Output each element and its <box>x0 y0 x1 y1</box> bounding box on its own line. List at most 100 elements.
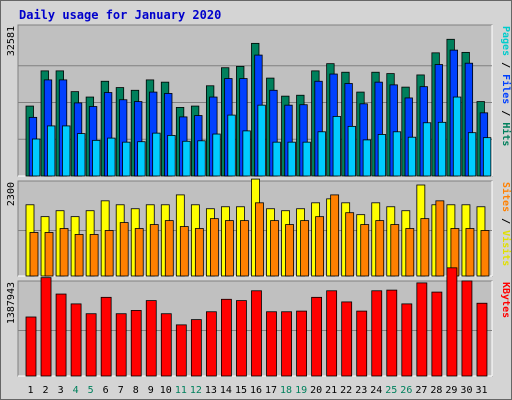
x-tick-label: 12 <box>190 385 202 396</box>
ylabel-part: / <box>500 56 511 74</box>
bar-pages-day-13 <box>212 133 221 177</box>
bar-sites-day-12 <box>194 228 204 277</box>
ylabel-hits-files-pages: Pages / Files / Hits <box>500 26 512 146</box>
x-tick-label: 15 <box>235 385 247 396</box>
x-tick-label: 1 <box>28 385 34 396</box>
ylabel-kbytes: KBytes <box>500 282 511 318</box>
bar-kbytes-day-20 <box>311 296 323 377</box>
x-tick-label: 9 <box>148 385 154 396</box>
bar-sites-day-23 <box>360 224 370 277</box>
bar-pages-day-30 <box>467 132 477 177</box>
ylabel-part: Sites <box>500 182 512 212</box>
x-tick-label: 8 <box>133 385 139 396</box>
bar-pages-day-31 <box>482 137 492 177</box>
bar-kbytes-day-24 <box>371 290 383 377</box>
x-tick-label: 10 <box>160 385 172 396</box>
bar-sites-day-22 <box>345 212 355 277</box>
bar-pages-day-17 <box>272 141 281 177</box>
bar-kbytes-day-9 <box>145 300 157 377</box>
x-tick-label: 14 <box>220 385 232 396</box>
bar-sites-day-25 <box>390 224 400 277</box>
bar-pages-day-18 <box>287 141 296 177</box>
x-tick-label: 18 <box>280 385 292 396</box>
bar-sites-day-5 <box>89 234 99 277</box>
bar-sites-day-14 <box>225 220 234 277</box>
x-tick-label: 3 <box>58 385 64 396</box>
bar-kbytes-day-19 <box>296 310 307 377</box>
bar-sites-day-16 <box>255 202 264 277</box>
bar-sites-day-13 <box>209 218 219 277</box>
bar-pages-day-22 <box>347 125 356 177</box>
ylabel-part: KBytes <box>500 282 511 318</box>
bar-kbytes-day-12 <box>190 319 202 377</box>
x-tick-label: 11 <box>175 385 187 396</box>
bar-kbytes-day-30 <box>461 280 473 377</box>
bar-sites-day-11 <box>179 226 189 277</box>
x-tick-label: 30 <box>460 385 472 396</box>
bar-kbytes-day-18 <box>281 311 292 377</box>
bar-sites-day-20 <box>315 216 325 277</box>
bar-sites-day-31 <box>480 230 490 277</box>
bar-sites-day-1 <box>29 232 39 277</box>
bar-kbytes-day-16 <box>251 290 262 377</box>
bar-kbytes-day-26 <box>401 303 413 377</box>
x-tick-label: 25 <box>385 385 397 396</box>
x-tick-label: 4 <box>73 385 79 396</box>
x-tick-label: 21 <box>325 385 337 396</box>
x-tick-label: 20 <box>310 385 322 396</box>
bar-kbytes-day-21 <box>326 290 338 377</box>
x-tick-label: 22 <box>340 385 352 396</box>
x-tick-label: 24 <box>370 385 382 396</box>
bar-sites-day-7 <box>119 222 129 277</box>
bar-kbytes-day-14 <box>221 298 232 377</box>
ytick-label: 1387943 <box>6 282 17 324</box>
bar-kbytes-day-3 <box>55 293 67 377</box>
bar-sites-day-27 <box>420 218 430 277</box>
bar-kbytes-day-6 <box>100 296 112 377</box>
panel-hits-files-pages: 32581 Pages / Files / Hits <box>6 24 512 177</box>
ytick-label: 32581 <box>6 26 17 56</box>
bar-kbytes-day-15 <box>236 300 247 377</box>
bar-kbytes-day-1 <box>25 316 37 377</box>
bar-pages-day-8 <box>137 141 146 177</box>
bar-kbytes-day-23 <box>356 310 368 377</box>
bar-sites-day-26 <box>405 228 415 277</box>
bar-sites-day-28 <box>435 200 445 277</box>
bar-pages-day-27 <box>422 122 432 177</box>
bar-pages-day-21 <box>332 116 341 177</box>
bar-sites-day-4 <box>74 234 84 277</box>
bar-pages-day-4 <box>77 133 86 177</box>
bar-sites-day-17 <box>270 220 279 277</box>
bar-sites-day-18 <box>285 224 294 277</box>
bar-pages-day-3 <box>62 125 71 177</box>
chart-title: Daily usage for January 2020 <box>19 8 221 22</box>
bar-kbytes-day-25 <box>386 289 398 377</box>
bar-sites-day-3 <box>59 228 69 277</box>
x-tick-label: 7 <box>118 385 124 396</box>
x-tick-label: 5 <box>88 385 94 396</box>
bar-kbytes-day-29 <box>446 267 458 377</box>
bar-sites-day-19 <box>300 220 309 277</box>
x-tick-label: 28 <box>430 385 442 396</box>
bar-pages-day-19 <box>302 141 311 177</box>
bar-kbytes-day-13 <box>205 311 217 377</box>
x-tick-label: 23 <box>355 385 367 396</box>
bar-kbytes-day-10 <box>160 313 172 377</box>
bar-kbytes-day-2 <box>40 277 52 377</box>
bar-pages-day-26 <box>407 136 417 177</box>
bar-kbytes-day-5 <box>85 313 97 377</box>
bar-pages-day-16 <box>257 104 266 177</box>
panel-kbytes: 1387943 KBytes <box>6 267 511 377</box>
x-tick-label: 13 <box>205 385 217 396</box>
bar-pages-day-12 <box>197 140 206 177</box>
bar-pages-day-28 <box>437 121 447 177</box>
x-tick-label: 6 <box>103 385 109 396</box>
x-tick-label: 19 <box>295 385 307 396</box>
ylabel-part: / <box>500 212 511 230</box>
panel-visits-sites: 2300 Sites / Visits <box>6 178 512 277</box>
bar-kbytes-day-8 <box>130 310 142 377</box>
bar-sites-day-6 <box>104 230 114 277</box>
bar-sites-day-21 <box>330 194 340 277</box>
bar-kbytes-day-28 <box>431 291 443 377</box>
